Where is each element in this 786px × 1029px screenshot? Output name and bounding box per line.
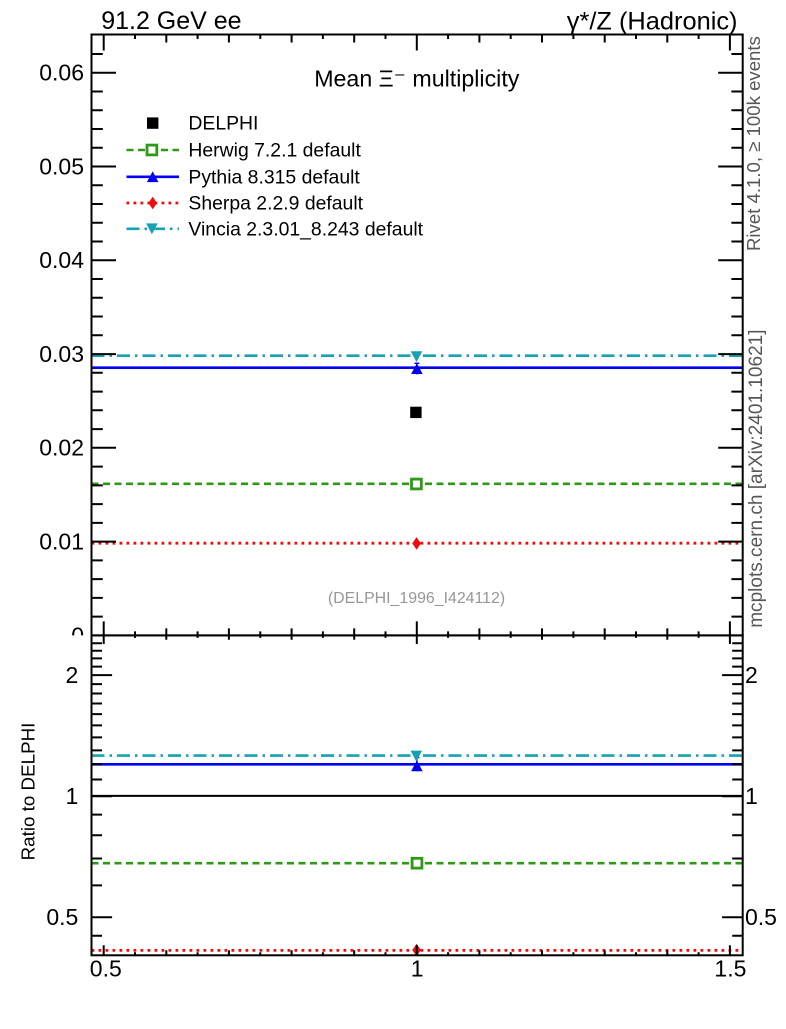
svg-text:1: 1 <box>411 955 424 981</box>
svg-text:1.5: 1.5 <box>714 955 746 981</box>
svg-text:0.04: 0.04 <box>39 247 84 273</box>
svg-text:91.2 GeV ee: 91.2 GeV ee <box>101 7 241 35</box>
svg-text:0.01: 0.01 <box>39 529 84 555</box>
svg-text:0.5: 0.5 <box>90 955 122 981</box>
svg-text:Rivet 4.1.0, ≥ 100k events: Rivet 4.1.0, ≥ 100k events <box>743 36 764 251</box>
svg-text:γ*/Z (Hadronic): γ*/Z (Hadronic) <box>567 8 738 36</box>
svg-text:Mean Ξ⁻ multiplicity: Mean Ξ⁻ multiplicity <box>314 66 520 92</box>
svg-text:Pythia 8.315 default: Pythia 8.315 default <box>188 166 360 188</box>
svg-text:Herwig 7.2.1 default: Herwig 7.2.1 default <box>188 140 361 162</box>
svg-text:Sherpa 2.2.9 default: Sherpa 2.2.9 default <box>188 193 363 215</box>
svg-text:0.5: 0.5 <box>745 904 777 930</box>
svg-text:DELPHI: DELPHI <box>188 113 258 135</box>
svg-text:1: 1 <box>745 783 758 809</box>
svg-text:(DELPHI_1996_I424112): (DELPHI_1996_I424112) <box>328 590 505 607</box>
svg-text:2: 2 <box>745 662 758 688</box>
svg-text:0.03: 0.03 <box>39 341 84 367</box>
svg-text:2: 2 <box>66 662 79 688</box>
svg-text:0.06: 0.06 <box>39 60 84 86</box>
svg-text:mcplots.cern.ch [arXiv:2401.10: mcplots.cern.ch [arXiv:2401.10621] <box>746 329 767 627</box>
svg-text:Ratio to DELPHI: Ratio to DELPHI <box>18 723 39 861</box>
svg-text:Vincia 2.3.01_8.243 default: Vincia 2.3.01_8.243 default <box>188 218 423 240</box>
svg-text:0.5: 0.5 <box>46 904 78 930</box>
svg-text:0: 0 <box>71 622 84 648</box>
svg-text:0.02: 0.02 <box>39 435 84 461</box>
svg-text:1: 1 <box>66 783 79 809</box>
svg-text:0.05: 0.05 <box>39 153 84 179</box>
